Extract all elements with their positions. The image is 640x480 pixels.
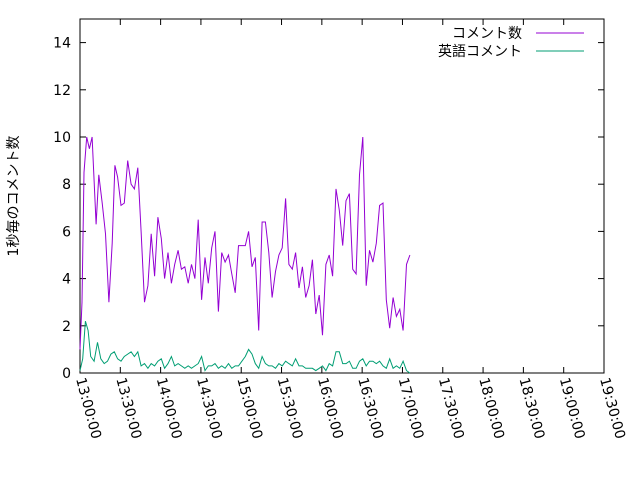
series-line-2 [79, 320, 411, 374]
x-tick-label: 17:00:00 [395, 376, 427, 441]
x-tick-label: 18:00:00 [475, 376, 507, 441]
y-axis-label: 1秒毎のコメント数 [6, 136, 22, 257]
x-tick-label: 19:30:00 [596, 376, 628, 441]
legend-label: 英語コメント [438, 43, 522, 60]
x-tick-label: 19:00:00 [556, 376, 588, 441]
x-tick-label: 15:00:00 [233, 376, 265, 441]
x-tick-label: 13:30:00 [112, 376, 144, 441]
x-axis: 13:00:00 13:30:00 14:00:00 14:30:00 15:00:00… [72, 19, 628, 441]
legend-label: コメント数 [452, 26, 522, 42]
x-tick-label: 16:30:00 [354, 376, 386, 441]
y-tick-label: 6 [62, 224, 71, 240]
x-tick-label: 18:30:00 [516, 376, 548, 441]
y-tick-label: 0 [62, 366, 71, 382]
x-tick-label: 16:00:00 [314, 376, 346, 441]
y-tick-label: 10 [53, 130, 71, 146]
y-tick-label: 8 [62, 177, 71, 193]
series-line-1 [79, 136, 411, 350]
x-tick-label: 14:00:00 [153, 376, 185, 441]
y-tick-label: 2 [62, 319, 71, 335]
x-tick-label: 17:30:00 [435, 376, 467, 441]
series-layer [79, 136, 411, 374]
x-tick-label: 13:00:00 [72, 376, 104, 441]
y-axis: 0 2 4 6 8 10 12 14 [53, 36, 604, 382]
y-tick-label: 4 [62, 272, 71, 288]
y-tick-label: 12 [53, 83, 71, 99]
x-tick-label: 14:30:00 [193, 376, 225, 441]
y-tick-label: 14 [53, 36, 71, 52]
x-tick-label: 15:30:00 [274, 376, 306, 441]
plot-frame [79, 18, 605, 374]
